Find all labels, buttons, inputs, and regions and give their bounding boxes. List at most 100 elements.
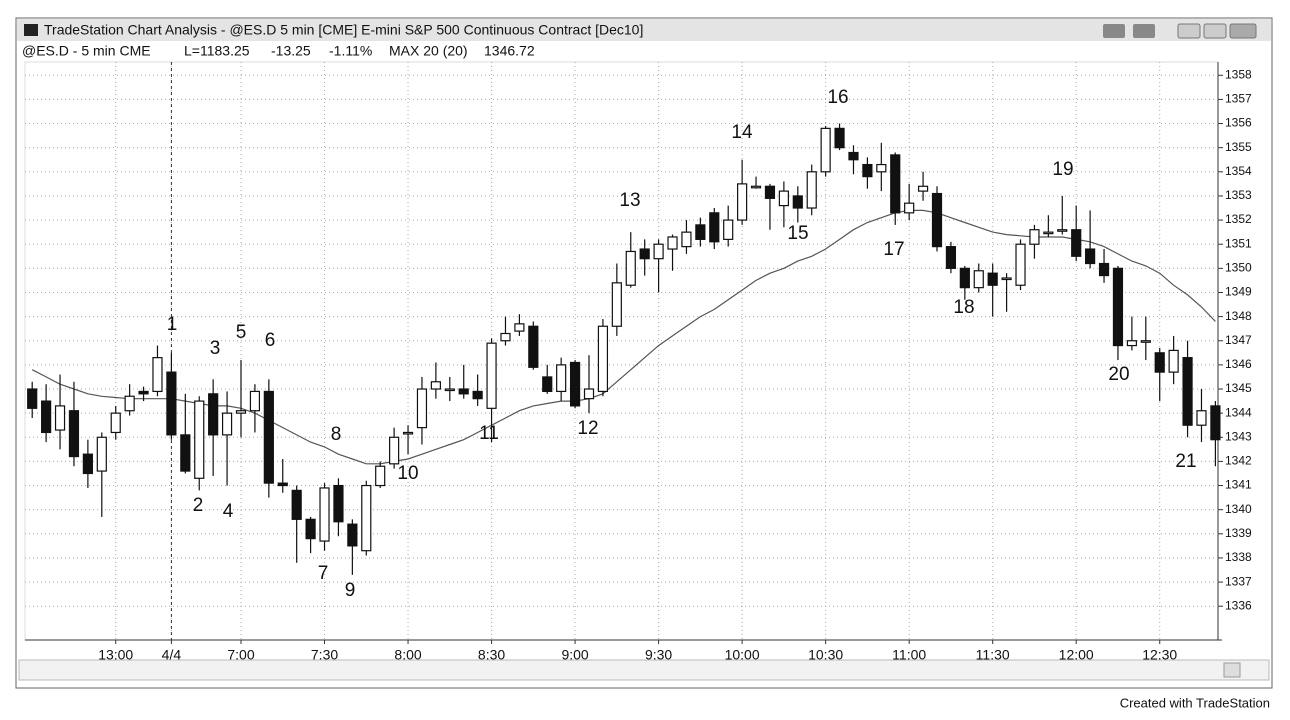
candle-body (1098, 262, 1110, 277)
y-tick-label: 1340 (1225, 502, 1252, 516)
annotation: 20 (1108, 364, 1129, 385)
x-tick-label: 11:00 (892, 647, 926, 663)
candle-body (709, 212, 720, 243)
annotation: 3 (210, 338, 221, 359)
candle-body (68, 410, 80, 458)
y-tick-label: 1356 (1225, 116, 1252, 130)
y-tick-label: 1342 (1225, 454, 1252, 468)
candle-body (931, 192, 943, 248)
x-tick-label: 11:30 (976, 647, 1010, 663)
close-button[interactable] (1229, 23, 1257, 39)
y-tick-label: 1351 (1225, 236, 1252, 250)
candle-body (583, 388, 595, 400)
candle-body (249, 390, 261, 412)
candle-body (723, 219, 734, 240)
candle-body (653, 243, 664, 260)
candle-body (124, 395, 135, 412)
menu-button[interactable] (1103, 24, 1125, 38)
candle-body (695, 224, 706, 240)
candle-body (834, 127, 845, 149)
x-tick-label: 8:00 (394, 647, 421, 663)
candle-body (1015, 243, 1026, 286)
candle-body (1057, 229, 1068, 232)
annotation: 16 (827, 87, 848, 108)
candle-body (1085, 248, 1096, 265)
candle-body (41, 400, 52, 434)
x-tick-label: 12:30 (1142, 647, 1177, 663)
candle-body (1168, 349, 1179, 373)
info-item: 1346.72 (484, 43, 535, 59)
y-tick-label: 1337 (1225, 574, 1252, 588)
annotation: 1 (167, 314, 178, 335)
annotation: 18 (953, 297, 974, 318)
candle-body (945, 246, 957, 269)
candle-body (890, 154, 901, 214)
candle-body (750, 185, 762, 189)
y-tick-label: 1344 (1225, 405, 1252, 419)
candle-body (959, 267, 970, 289)
annotation: 19 (1052, 159, 1073, 180)
candle-body (82, 453, 93, 475)
candle-body (528, 325, 539, 368)
candle-body (375, 465, 386, 487)
annotation: 7 (318, 563, 329, 584)
candle-body (737, 183, 748, 221)
minimize-button[interactable] (1177, 23, 1201, 39)
candle-body (305, 518, 316, 540)
info-item: @ES.D - 5 min CME (22, 43, 151, 59)
candle-body (347, 523, 358, 547)
candle-body (1043, 231, 1054, 235)
scroll-thumb[interactable] (1223, 662, 1241, 678)
y-tick-label: 1341 (1225, 478, 1252, 492)
x-tick-label: 12:00 (1059, 647, 1094, 663)
candle-body (361, 484, 372, 552)
y-tick-label: 1345 (1225, 381, 1252, 395)
candle-body (444, 388, 455, 392)
candle-body (333, 484, 344, 523)
candle-body (876, 163, 887, 173)
y-tick-label: 1354 (1225, 164, 1252, 178)
x-tick-label: 7:00 (227, 647, 254, 663)
scrollbar[interactable] (18, 659, 1270, 681)
candle-body (472, 390, 483, 400)
app-icon (24, 24, 38, 36)
y-tick-label: 1338 (1225, 550, 1252, 564)
y-tick-label: 1346 (1225, 357, 1252, 371)
candle-body (263, 390, 274, 484)
annotation: 11 (479, 423, 499, 444)
candle-body (973, 270, 984, 289)
y-tick-label: 1343 (1225, 429, 1252, 443)
annotation: 5 (236, 322, 247, 343)
x-tick-label: 8:30 (478, 647, 505, 663)
candle-body (1140, 340, 1151, 343)
annotation: 4 (223, 501, 234, 522)
y-tick-label: 1336 (1225, 598, 1252, 612)
candle-body (152, 357, 163, 393)
candle-body (110, 412, 121, 434)
maximize-button[interactable] (1203, 23, 1227, 39)
candle-body (1001, 277, 1012, 281)
x-tick-label: 7:30 (311, 647, 338, 663)
y-tick-label: 1353 (1225, 188, 1252, 202)
candle-body (221, 412, 233, 436)
candle-body (277, 482, 288, 487)
candle-body (166, 371, 177, 436)
candle-body (1029, 229, 1040, 245)
candle-body (1210, 405, 1221, 441)
candle-body (500, 332, 511, 342)
candle-body (556, 364, 567, 393)
y-tick-label: 1357 (1225, 92, 1252, 106)
info-item: -1.11% (329, 43, 372, 59)
candle-body (917, 185, 929, 192)
candle-body (430, 381, 441, 390)
y-tick-label: 1355 (1225, 140, 1252, 154)
annotation: 12 (577, 418, 598, 439)
x-tick-label: 10:30 (808, 647, 843, 663)
menu-button[interactable] (1133, 24, 1155, 38)
candle-body (1112, 267, 1124, 347)
info-item: L=1183.25 (184, 43, 250, 59)
annotation: 17 (883, 239, 904, 260)
candle-body (319, 487, 330, 542)
